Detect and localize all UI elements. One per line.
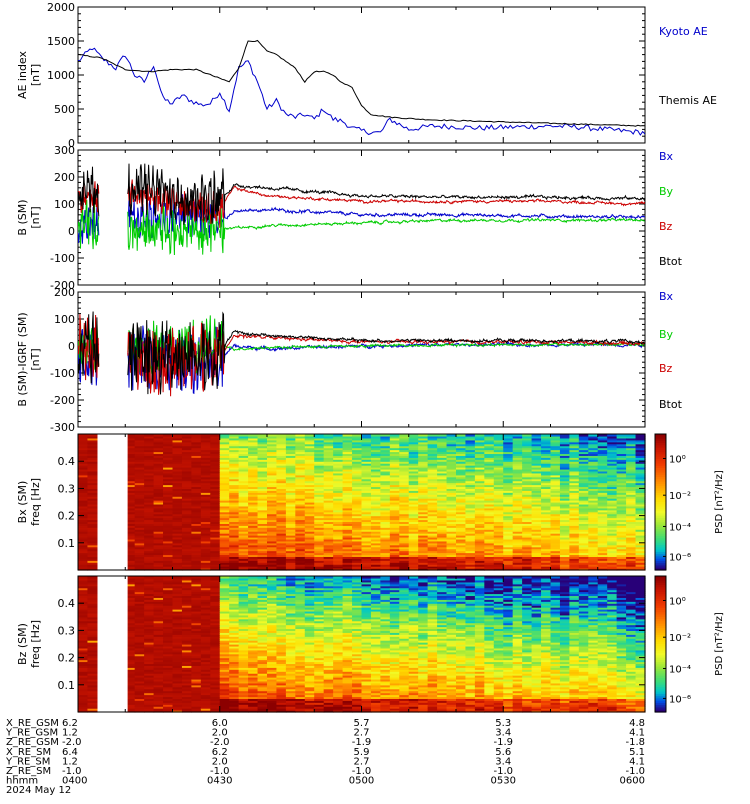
y-axis-label: [nT] xyxy=(29,64,42,86)
colorbar-tick-label: 10⁻⁴ xyxy=(669,522,691,533)
y-axis-label: AE index xyxy=(16,50,29,99)
y-tick-label: 100 xyxy=(54,313,75,326)
y-tick-label: -200 xyxy=(50,394,75,407)
colorbar-tick-label: 10⁻² xyxy=(669,491,691,502)
legend-kyoto-ae: Kyoto AE xyxy=(659,25,708,38)
legend-bz: Bz xyxy=(659,362,673,375)
y-tick-label: 0.3 xyxy=(58,482,76,495)
legend-by: By xyxy=(659,328,674,341)
y-tick-label: -100 xyxy=(50,252,75,265)
y-tick-label: 100 xyxy=(54,198,75,211)
y-tick-label: 1000 xyxy=(47,69,75,82)
legend-bx: Bx xyxy=(659,150,674,163)
y-axis-label: [nT] xyxy=(29,348,42,370)
y-tick-label: 0.4 xyxy=(58,455,76,468)
y-tick-label: 200 xyxy=(54,286,75,299)
colorbar-tick-label: 10⁻⁶ xyxy=(669,552,691,563)
y-tick-label: 0.2 xyxy=(58,510,76,523)
y-tick-label: 0 xyxy=(68,340,75,353)
y-tick-label: 0 xyxy=(68,225,75,238)
y-tick-label: 2000 xyxy=(47,1,75,14)
legend-btot: Btot xyxy=(659,398,683,411)
data-gap xyxy=(99,434,127,570)
y-axis-label: B (SM)-IGRF (SM) xyxy=(16,312,29,406)
colorbar-tick-label: 10⁰ xyxy=(669,454,686,465)
y-tick-label: 500 xyxy=(54,103,75,116)
panel-bxspec: 0.1 0.2 0.3 0.4 Bx (SM)freq [Hz] 10⁰ 10⁻² 10⁻⁴ 1… xyxy=(16,434,725,571)
y-tick-label: 0.1 xyxy=(58,537,76,550)
y-tick-label: 1500 xyxy=(47,35,75,48)
y-tick-label: -300 xyxy=(50,421,75,434)
y-axis-label: freq [Hz] xyxy=(29,478,42,526)
legend-by: By xyxy=(659,185,674,198)
y-axis-label: B (SM) xyxy=(16,199,29,235)
y-axis-label: [nT] xyxy=(29,206,42,228)
legend-bz: Bz xyxy=(659,220,673,233)
y-tick-label: 300 xyxy=(54,144,75,157)
legend-bx: Bx xyxy=(659,290,674,303)
legend-themis-ae: Themis AE xyxy=(658,94,717,107)
colorbar-label: PSD [nT²/Hz] xyxy=(714,470,725,534)
y-tick-label: -100 xyxy=(50,367,75,380)
legend-btot: Btot xyxy=(659,255,683,268)
panel-bzspec: 0.10.20.30.4Bz (SM)freq [Hz]10⁰10⁻²10⁻⁴1… xyxy=(16,576,725,713)
y-axis-label: Bx (SM) xyxy=(16,481,29,524)
y-tick-label: 200 xyxy=(54,171,75,184)
